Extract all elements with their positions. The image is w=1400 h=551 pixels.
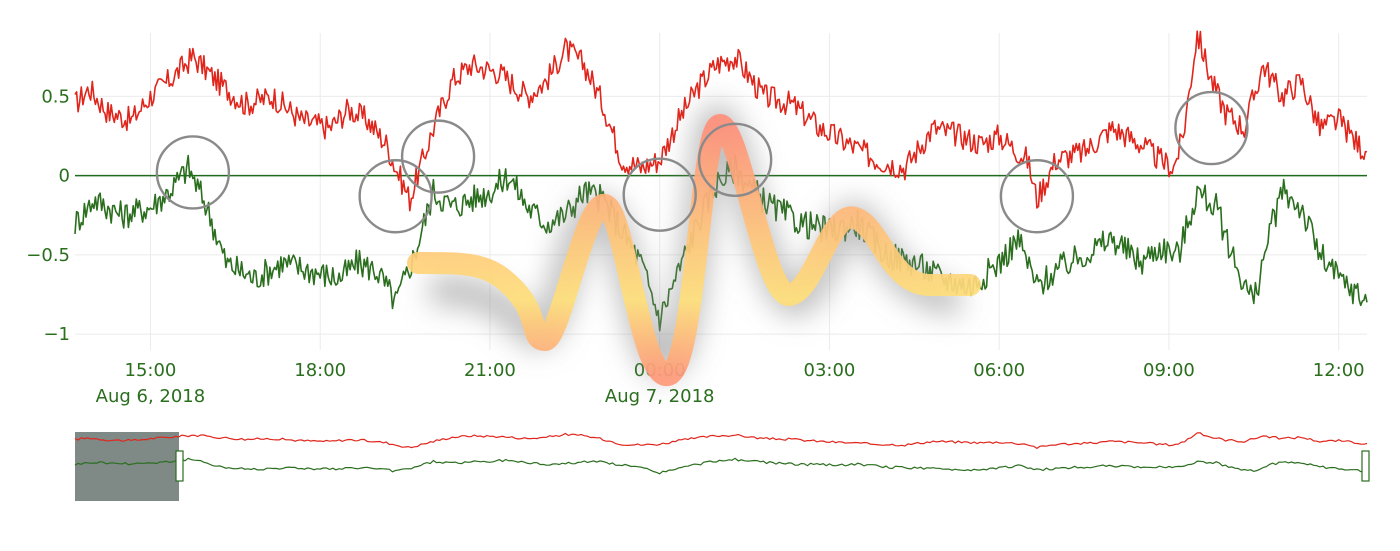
annotation-circles [155, 90, 1249, 234]
y-tick-label: −0.5 [26, 245, 70, 266]
range-slider-series-line [74, 432, 1368, 450]
x-date-label: Aug 6, 2018 [96, 386, 206, 407]
y-tick-label: −1 [43, 324, 70, 345]
x-tick-label: 03:00 [804, 360, 856, 381]
range-slider-mask[interactable] [75, 432, 179, 501]
grid [75, 33, 1367, 350]
series-line [74, 154, 1368, 332]
highlight-circle [622, 157, 697, 232]
x-date-label: Aug 7, 2018 [605, 386, 715, 407]
series-line [74, 30, 1368, 212]
x-tick-label: 12:00 [1313, 360, 1365, 381]
highlight-circle [1174, 90, 1249, 166]
highlight-circle [155, 135, 231, 210]
ribbon [407, 114, 981, 386]
highlight-circle [697, 122, 773, 198]
range-slider-left-handle[interactable] [175, 450, 184, 482]
series-lines [74, 30, 1368, 332]
highlight-circle [400, 119, 476, 194]
y-tick-label: 0 [59, 166, 70, 187]
y-axis-ticks: 0.5 0 −0.5 −1 [26, 86, 70, 345]
x-tick-label: 09:00 [1143, 360, 1195, 381]
highlight-circle [358, 159, 433, 234]
decorative-ribbon [407, 103, 981, 386]
range-slider-right-handle[interactable] [1361, 450, 1370, 482]
x-tick-label: 18:00 [294, 360, 346, 381]
range-slider-series-line [74, 457, 1368, 475]
x-tick-label: 21:00 [464, 360, 516, 381]
x-tick-label: 15:00 [125, 360, 177, 381]
range-slider-track[interactable] [74, 431, 1368, 502]
x-tick-label: 06:00 [973, 360, 1025, 381]
highlight-circle [999, 159, 1075, 234]
range-slider[interactable] [74, 431, 1370, 502]
y-tick-label: 0.5 [41, 86, 70, 107]
range-slider-series [74, 432, 1368, 475]
